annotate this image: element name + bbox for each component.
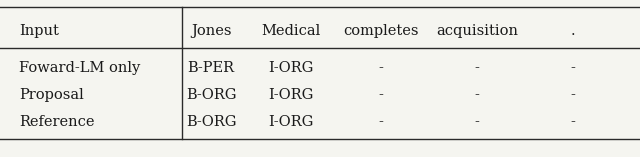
Text: -: - <box>474 115 479 129</box>
Text: Foward-LM only: Foward-LM only <box>19 61 140 75</box>
Text: I-ORG: I-ORG <box>269 88 314 102</box>
Text: B-ORG: B-ORG <box>186 88 236 102</box>
Text: -: - <box>378 88 383 102</box>
Text: -: - <box>378 115 383 129</box>
Text: -: - <box>378 61 383 75</box>
Text: -: - <box>474 61 479 75</box>
Text: -: - <box>570 115 575 129</box>
Text: completes: completes <box>343 24 419 38</box>
Text: B-PER: B-PER <box>188 61 235 75</box>
Text: Input: Input <box>19 24 59 38</box>
Text: acquisition: acquisition <box>436 24 518 38</box>
Text: Jones: Jones <box>191 24 232 38</box>
Text: Reference: Reference <box>19 115 95 129</box>
Text: Proposal: Proposal <box>19 88 84 102</box>
Text: .: . <box>570 24 575 38</box>
Text: I-ORG: I-ORG <box>269 61 314 75</box>
Text: Medical: Medical <box>262 24 321 38</box>
Text: -: - <box>570 61 575 75</box>
Text: -: - <box>474 88 479 102</box>
Text: B-ORG: B-ORG <box>186 115 236 129</box>
Text: I-ORG: I-ORG <box>269 115 314 129</box>
Text: -: - <box>570 88 575 102</box>
